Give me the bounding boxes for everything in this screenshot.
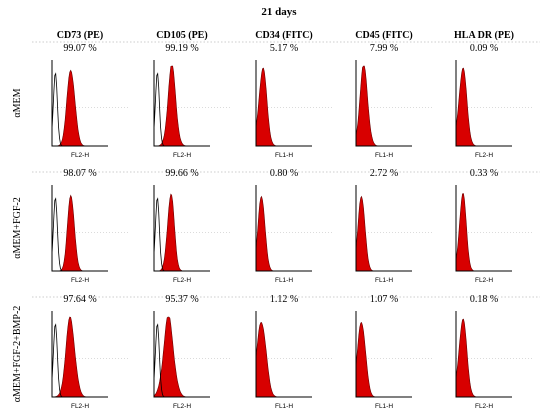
panel-axes: [51, 60, 108, 147]
control-histogram: [153, 72, 210, 147]
percentage-label: 7.99 %: [370, 43, 398, 54]
percentage-label: 5.17 %: [270, 43, 298, 54]
test-histogram: [355, 65, 412, 147]
control-histogram: [51, 72, 108, 147]
histogram-panel: 95.37 % FL2-H: [153, 294, 230, 410]
control-histogram: [51, 197, 108, 272]
percentage-label: 0.09 %: [470, 43, 498, 54]
histogram-panel: 7.99 % FL1-H: [355, 43, 432, 159]
x-axis-label: FL2-H: [475, 403, 493, 410]
panel-axes: [255, 311, 312, 398]
histogram-panel: 1.12 % FL1-H: [255, 294, 332, 410]
panel-axes: [455, 60, 512, 147]
panel-axes: [355, 60, 412, 147]
percentage-label: 2.72 %: [370, 168, 398, 179]
panel-axes: [255, 60, 312, 147]
histogram-panel: 0.18 % FL2-H: [455, 294, 532, 410]
panel-axes: [51, 185, 108, 272]
panel-axes: [255, 185, 312, 272]
x-axis-label: FL2-H: [173, 403, 191, 410]
x-axis-label: FL2-H: [475, 277, 493, 284]
row-labels: αMEM αMEM+FGF-2 αMEM+FGF-2+BMP-2: [12, 88, 23, 402]
column-header: HLA DR (PE): [454, 30, 514, 41]
histogram-panel: 0.80 % FL1-H: [255, 168, 332, 284]
x-axis-label: FL2-H: [71, 403, 89, 410]
test-histogram: [153, 316, 210, 398]
histogram-panel: 99.19 % FL2-H: [153, 43, 230, 159]
x-axis-label: FL1-H: [275, 277, 293, 284]
x-axis-label: FL1-H: [375, 277, 393, 284]
test-histogram: [154, 65, 210, 147]
column-header: CD45 (FITC): [355, 30, 413, 41]
percentage-label: 95.37 %: [165, 294, 198, 305]
x-axis-label: FL2-H: [173, 152, 191, 159]
x-axis-label: FL2-H: [71, 152, 89, 159]
histogram-panel: 99.07 % FL2-H: [51, 43, 128, 159]
row-label: αMEM: [12, 88, 23, 117]
x-axis-label: FL1-H: [375, 403, 393, 410]
panel-axes: [455, 185, 512, 272]
histogram-panel: 0.09 % FL2-H: [455, 43, 532, 159]
histogram-panel: 98.07 % FL2-H: [51, 168, 128, 284]
figure-title: 21 days: [261, 6, 297, 18]
x-axis-label: FL1-H: [275, 152, 293, 159]
histogram-panel: 97.64 % FL2-H: [51, 294, 128, 410]
column-header: CD34 (FITC): [255, 30, 313, 41]
panel-axes: [153, 311, 210, 398]
histogram-panel: 2.72 % FL1-H: [355, 168, 432, 284]
histogram-panel: 99.66 % FL2-H: [153, 168, 230, 284]
panel-axes: [51, 311, 108, 398]
panel-axes: [355, 311, 412, 398]
test-histogram: [255, 195, 312, 272]
percentage-label: 0.33 %: [470, 168, 498, 179]
test-histogram: [52, 194, 108, 272]
test-histogram: [355, 322, 412, 398]
column-headers: CD73 (PE) CD105 (PE) CD34 (FITC) CD45 (FITC…: [32, 30, 540, 298]
percentage-label: 99.19 %: [165, 43, 198, 54]
histogram-panel: 5.17 % FL1-H: [255, 43, 332, 159]
x-axis-label: FL2-H: [173, 277, 191, 284]
percentage-label: 98.07 %: [63, 168, 96, 179]
column-header: CD105 (PE): [156, 30, 207, 41]
panel-axes: [153, 60, 210, 147]
control-histogram: [153, 197, 210, 272]
x-axis-label: FL1-H: [275, 403, 293, 410]
percentage-label: 0.80 %: [270, 168, 298, 179]
percentage-label: 0.18 %: [470, 294, 498, 305]
panel-axes: [153, 185, 210, 272]
row-label: αMEM+FGF-2+BMP-2: [12, 306, 23, 403]
percentage-label: 1.07 %: [370, 294, 398, 305]
histogram-panel: 0.33 % FL2-H: [455, 168, 532, 284]
histogram-panel: 1.07 % FL1-H: [355, 294, 432, 410]
percentage-label: 1.12 %: [270, 294, 298, 305]
percentage-label: 97.64 %: [63, 294, 96, 305]
x-axis-label: FL2-H: [475, 152, 493, 159]
panel-axes: [455, 311, 512, 398]
test-histogram: [52, 69, 108, 147]
x-axis-label: FL2-H: [71, 277, 89, 284]
x-axis-label: FL1-H: [375, 152, 393, 159]
row-label: αMEM+FGF-2: [12, 197, 23, 258]
control-histogram: [51, 323, 108, 398]
panel-axes: [355, 185, 412, 272]
test-histogram: [52, 316, 108, 398]
percentage-label: 99.07 %: [63, 43, 96, 54]
histogram-panels: 99.07 %FL2-H99.19 %FL2-H5.17 %FL1-H7.99 …: [51, 43, 532, 410]
test-histogram: [255, 322, 312, 398]
column-header: CD73 (PE): [57, 30, 103, 41]
test-histogram: [355, 195, 412, 272]
percentage-label: 99.66 %: [165, 168, 198, 179]
